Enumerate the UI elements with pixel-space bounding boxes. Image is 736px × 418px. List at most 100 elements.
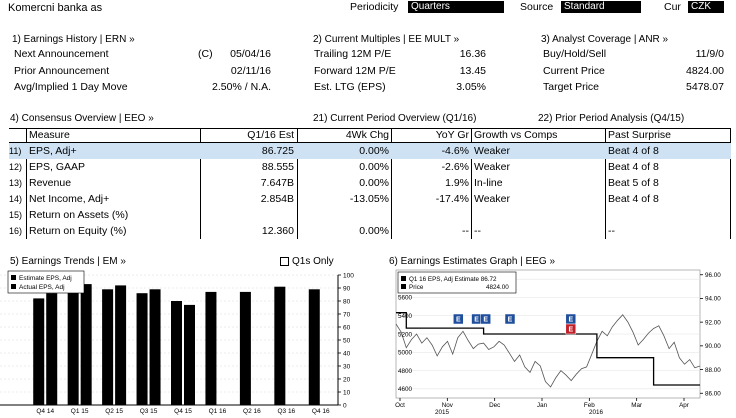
row-est: 88.555: [261, 161, 294, 173]
svg-text:E: E: [568, 327, 573, 334]
y-tick-label: 0: [343, 403, 347, 410]
row-measure: Return on Equity (%): [29, 225, 127, 237]
table-row[interactable]: 15) Return on Assets (%): [9, 207, 731, 223]
earnings-history-value: 2.50% / N.A.: [212, 81, 271, 93]
analyst-label: Buy/Hold/Sell: [543, 48, 607, 60]
row-est: 86.725: [261, 145, 294, 157]
multiples-label: Est. LTG (EPS): [314, 81, 386, 93]
x-tick-label: Q4 16: [312, 408, 330, 415]
row-number: 16): [9, 226, 23, 236]
x-tick-label: Q3 15: [140, 408, 158, 415]
earnings-history-label: Next Announcement: [14, 48, 109, 60]
col-header-est[interactable]: Q1/16 Est: [247, 129, 294, 141]
year-label: 2015: [435, 409, 450, 416]
bar-actual[interactable]: [149, 289, 161, 405]
year-label: 2016: [589, 409, 604, 416]
bar-actual[interactable]: [46, 293, 58, 405]
event-marker-blue[interactable]: E: [471, 313, 482, 325]
analyst-value: 5478.07: [686, 81, 724, 93]
y-tick-label: 80: [343, 299, 351, 306]
event-marker-blue[interactable]: E: [504, 313, 516, 325]
x-tick-label: Jan: [537, 402, 548, 409]
row-number: 15): [9, 210, 23, 220]
left-axis-label: 5600: [398, 295, 413, 302]
legend-eps-label: Q1 16 EPS, Adj Estimate 86.72: [409, 276, 497, 283]
bar-estimate[interactable]: [67, 290, 79, 405]
analyst-label: Target Price: [543, 81, 600, 93]
right-axis-label: 90.00: [705, 343, 721, 350]
company-name: Komercni banka as: [8, 2, 103, 14]
row-chg: 0.00%: [359, 177, 389, 189]
row-yoy: --: [462, 225, 469, 237]
row-comps: Weaker: [474, 193, 510, 205]
column-divider: [730, 128, 731, 239]
bar-estimate[interactable]: [171, 301, 182, 405]
table-row[interactable]: 12) EPS, GAAP 88.555 0.00% -2.6% Weaker …: [9, 159, 731, 175]
row-comps: Weaker: [474, 145, 510, 157]
earnings-history-label: Prior Announcement: [14, 65, 110, 77]
current-period-link[interactable]: 21) Current Period Overview (Q1/16): [313, 113, 477, 124]
consensus-title[interactable]: 4) Consensus Overview | EEO »: [10, 113, 154, 124]
bar-estimate[interactable]: [205, 291, 217, 405]
bar-estimate[interactable]: [102, 289, 114, 405]
col-header-measure[interactable]: Measure: [29, 129, 70, 141]
row-yoy: -2.6%: [441, 161, 469, 173]
legend-estimate-label: Estimate EPS, Adj: [19, 275, 72, 282]
bar-estimate[interactable]: [274, 286, 286, 405]
legend-swatch-eps: [401, 276, 406, 281]
event-marker-blue[interactable]: E: [565, 313, 577, 325]
q1s-only-toggle[interactable]: Q1s Only: [280, 256, 334, 267]
row-est: 7.647B: [260, 177, 294, 189]
row-measure: Revenue: [29, 177, 72, 189]
event-marker-red[interactable]: E: [565, 323, 577, 335]
prior-period-link[interactable]: 22) Prior Period Analysis (Q4/15): [538, 113, 685, 124]
multiples-value: 16.36: [459, 48, 486, 60]
right-axis-label: 94.00: [705, 296, 721, 303]
bar-actual[interactable]: [115, 285, 127, 405]
event-marker-blue[interactable]: E: [480, 313, 491, 325]
col-header-comps[interactable]: Growth vs Comps: [474, 129, 558, 141]
multiples-label: Trailing 12M P/E: [314, 48, 392, 60]
earnings-history-title[interactable]: 1) Earnings History | ERN »: [12, 34, 135, 45]
estimates-legend: Q1 16 EPS, Adj Estimate 86.72 Price 4824…: [397, 271, 517, 294]
bar-actual[interactable]: [80, 284, 92, 405]
left-axis-label: 4600: [398, 386, 413, 393]
bar-estimate[interactable]: [136, 293, 148, 405]
table-row[interactable]: 13) Revenue 7.647B 0.00% 1.9% In-line Be…: [9, 175, 731, 191]
analyst-coverage-title[interactable]: 3) Analyst Coverage | ANR »: [541, 34, 669, 45]
y-tick-label: 30: [343, 364, 351, 371]
currency-label: Cur: [664, 1, 681, 13]
bar-actual[interactable]: [184, 304, 195, 405]
table-row[interactable]: 16) Return on Equity (%) 12.360 0.00% --…: [9, 223, 731, 239]
y-tick-label: 90: [343, 286, 351, 293]
source-select[interactable]: Standard: [561, 1, 641, 13]
col-header-surprise[interactable]: Past Surprise: [608, 129, 672, 141]
earnings-trends-title[interactable]: 5) Earnings Trends | EM »: [10, 256, 126, 267]
earnings-estimates-title[interactable]: 6) Earnings Estimates Graph | EEG »: [389, 256, 556, 267]
current-multiples-title[interactable]: 2) Current Multiples | EE MULT »: [313, 34, 460, 45]
multiples-value: 3.05%: [456, 81, 486, 93]
table-row[interactable]: 11) EPS, Adj+ 86.725 0.00% -4.6% Weaker …: [9, 143, 731, 159]
x-tick-label: Q3 16: [277, 408, 295, 415]
periodicity-select[interactable]: Quarters: [408, 1, 504, 13]
checkbox-icon: [280, 256, 289, 266]
bar-estimate[interactable]: [33, 298, 45, 405]
row-measure: Return on Assets (%): [29, 209, 129, 221]
event-marker-blue[interactable]: E: [453, 313, 464, 325]
bar-estimate[interactable]: [308, 289, 320, 405]
col-header-yoy[interactable]: YoY Gr: [435, 129, 469, 141]
earnings-history-value: 02/11/16: [230, 65, 271, 77]
x-tick-label: Q4 15: [174, 408, 192, 415]
bar-estimate[interactable]: [239, 291, 251, 405]
currency-select[interactable]: CZK: [688, 1, 724, 13]
column-divider: [200, 128, 201, 239]
svg-text:E: E: [483, 317, 488, 324]
col-header-chg[interactable]: 4Wk Chg: [345, 129, 389, 141]
svg-text:E: E: [456, 317, 461, 324]
row-comps: In-line: [474, 177, 503, 189]
table-row[interactable]: 14) Net Income, Adj+ 2.854B -13.05% -17.…: [9, 191, 731, 207]
earnings-history-value: 05/04/16: [230, 48, 271, 60]
legend-price-value: 4824.00: [486, 284, 509, 291]
x-tick-label: Nov: [442, 402, 454, 409]
